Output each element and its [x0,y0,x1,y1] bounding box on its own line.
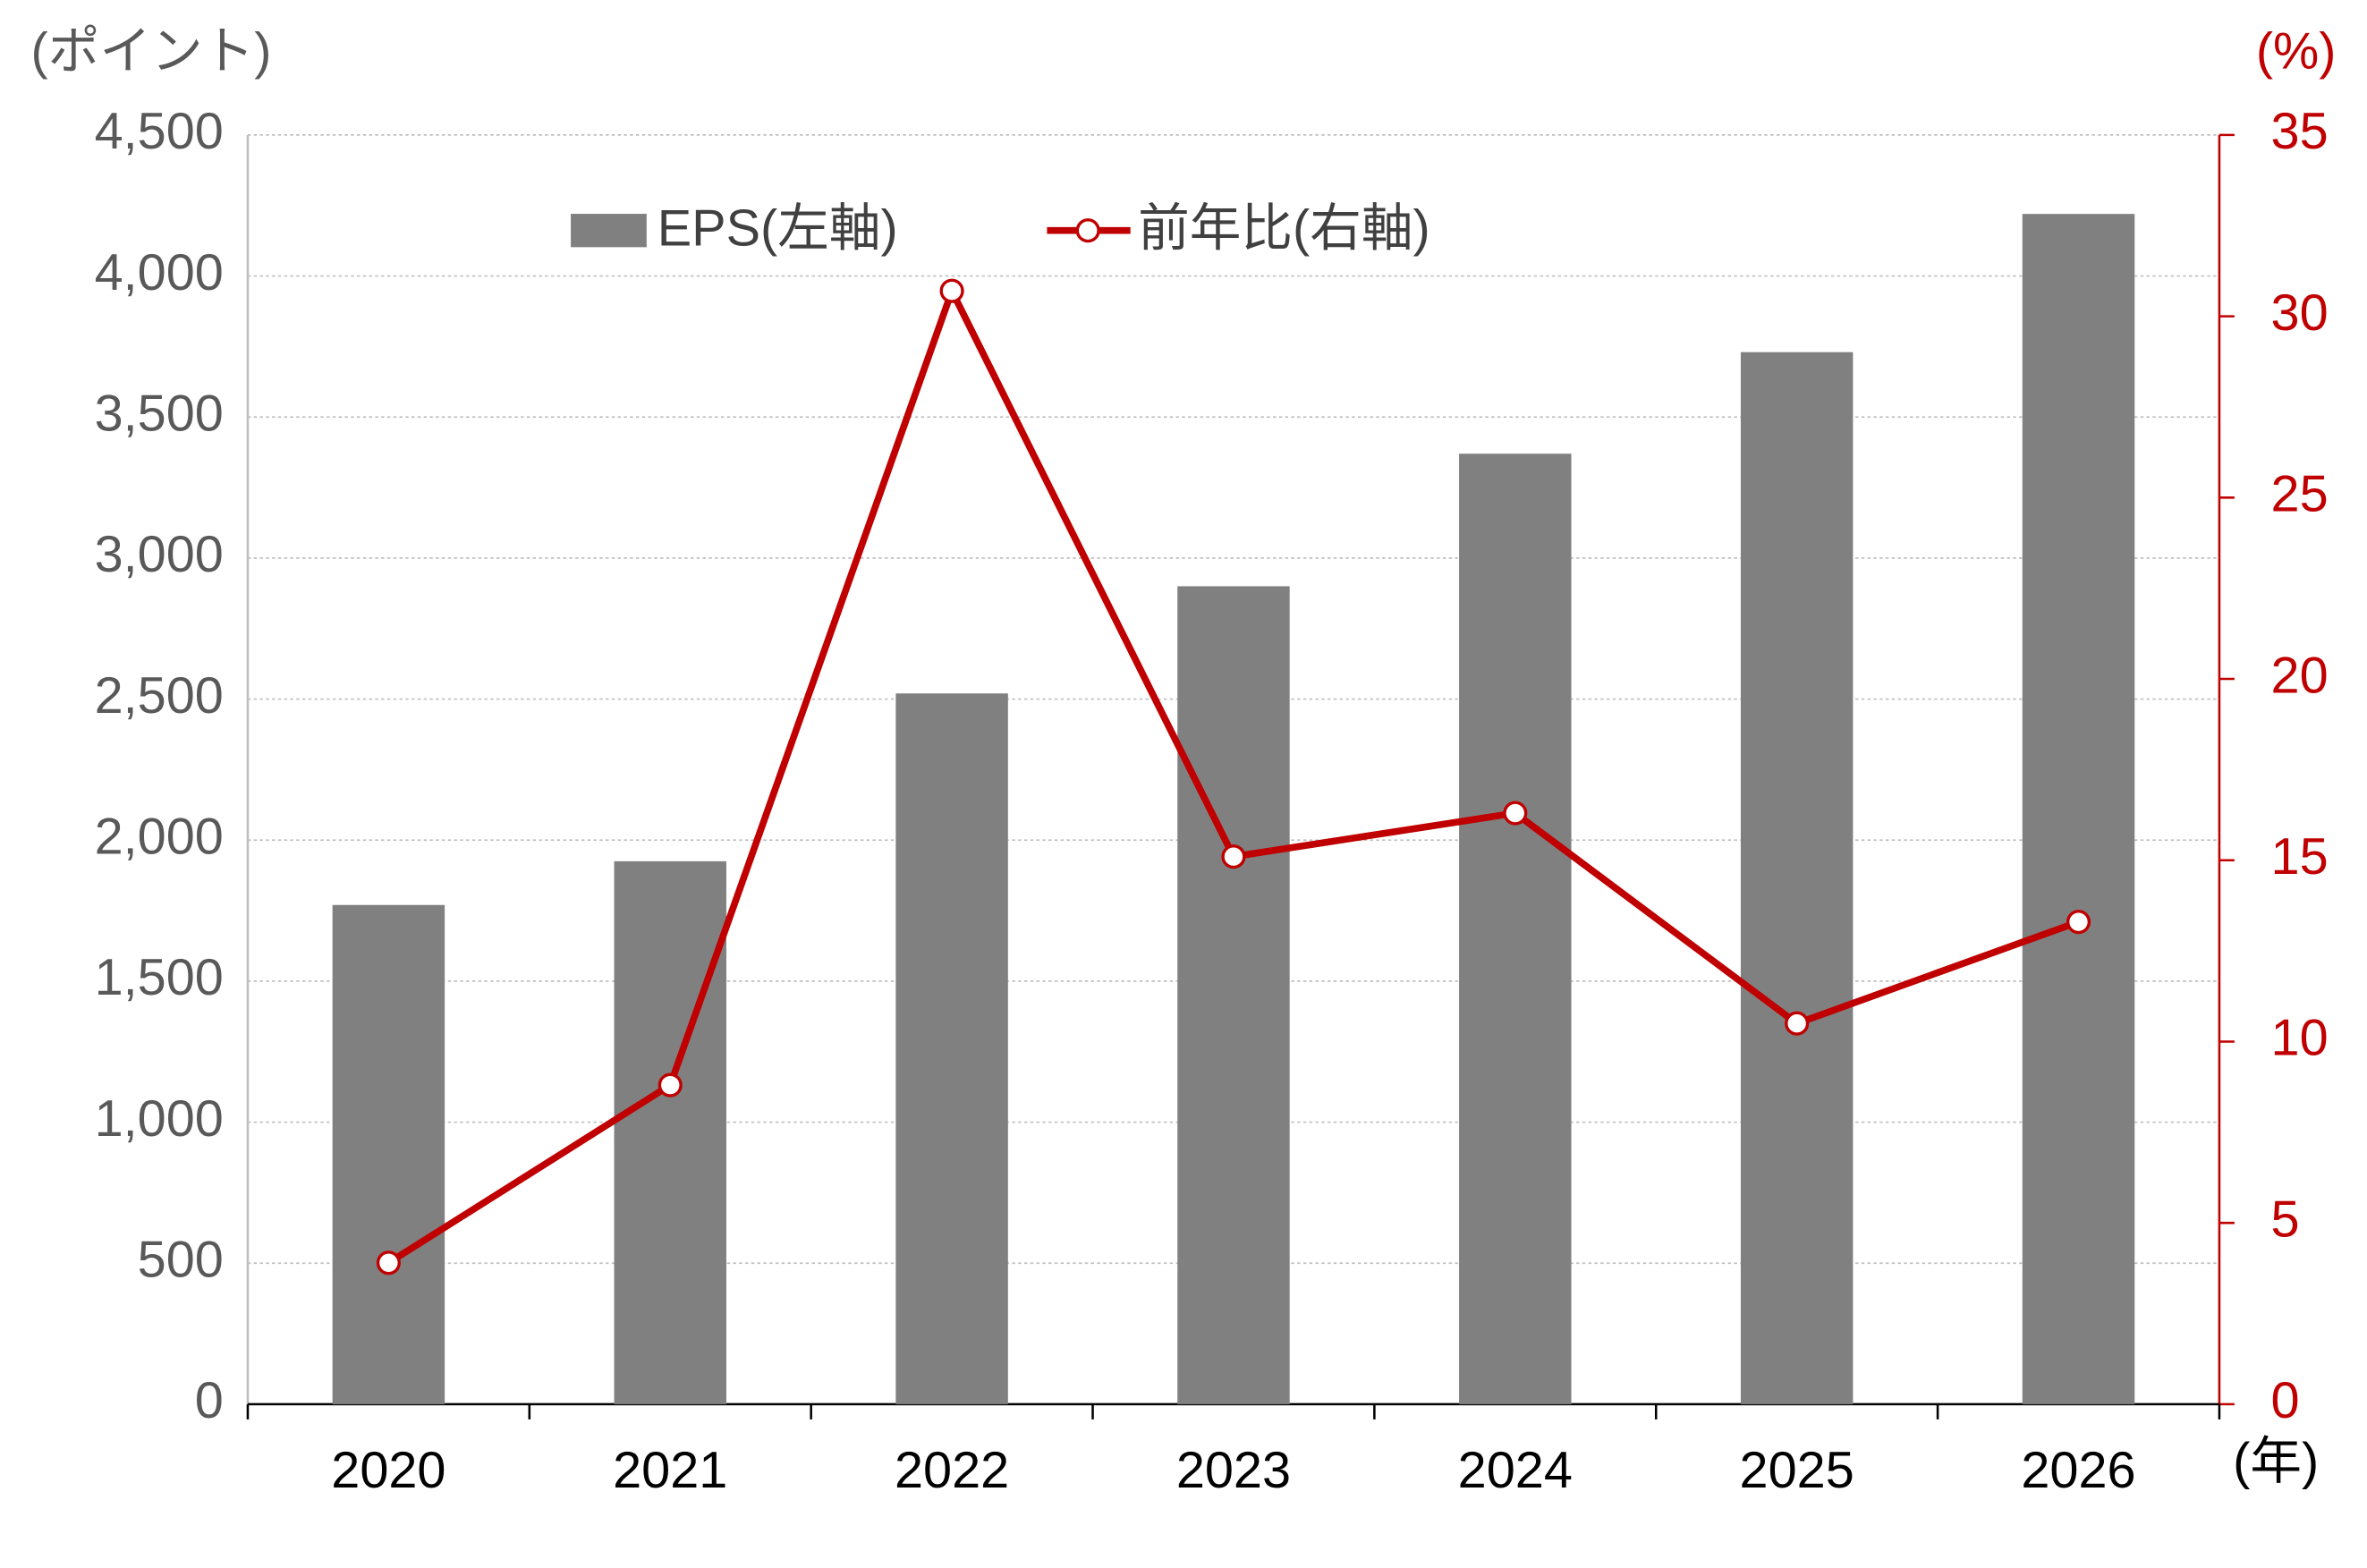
legend-label: EPS(左軸) [658,200,898,258]
y-tick-label: 500 [138,1231,224,1288]
x-axis-unit: (年) [2233,1433,2319,1490]
y-tick-label: 2,000 [95,808,224,865]
y2-tick-label: 15 [2271,828,2329,886]
y2-tick-label: 30 [2271,284,2329,342]
line-marker [1221,844,1246,869]
bar [332,904,445,1404]
x-tick-label: 2024 [1458,1442,1573,1499]
legend-marker [1075,218,1100,243]
x-tick-label: 2021 [613,1442,727,1499]
y-tick-label: 4,500 [95,103,224,160]
legend-swatch [571,214,647,248]
y2-tick-label: 5 [2271,1191,2300,1248]
bar [1740,352,1854,1404]
y-tick-label: 4,000 [95,244,224,301]
y2-tick-label: 35 [2271,103,2329,160]
y2-tick-label: 20 [2271,647,2329,704]
bar [2022,214,2135,1404]
x-tick-label: 2022 [895,1442,1009,1499]
y2-tick-label: 25 [2271,466,2329,523]
line-marker [1503,801,1528,826]
y-tick-label: 1,500 [95,949,224,1006]
x-tick-label: 2023 [1176,1442,1291,1499]
legend-label: 前年比(右軸) [1138,200,1430,258]
y-tick-label: 1,000 [95,1090,224,1148]
bar [1459,453,1572,1404]
line-marker [658,1072,683,1098]
bar [1177,586,1290,1404]
y2-tick-label: 10 [2271,1010,2329,1067]
y-tick-label: 3,000 [95,526,224,583]
x-tick-label: 2025 [1740,1442,1854,1499]
y-axis-unit: (ポイント) [31,22,272,80]
bar [895,693,1008,1404]
y-tick-label: 3,500 [95,385,224,442]
line-marker [2066,910,2091,935]
y-tick-label: 0 [195,1372,224,1429]
y2-tick-label: 0 [2271,1372,2300,1429]
x-tick-label: 2026 [2021,1442,2135,1499]
line-marker [939,278,964,303]
bar [614,860,726,1404]
line-marker [1785,1011,1810,1036]
line-marker [376,1250,401,1276]
y-tick-label: 2,500 [95,667,224,725]
x-tick-label: 2020 [331,1442,445,1499]
y2-axis-unit: (%) [2256,22,2337,80]
